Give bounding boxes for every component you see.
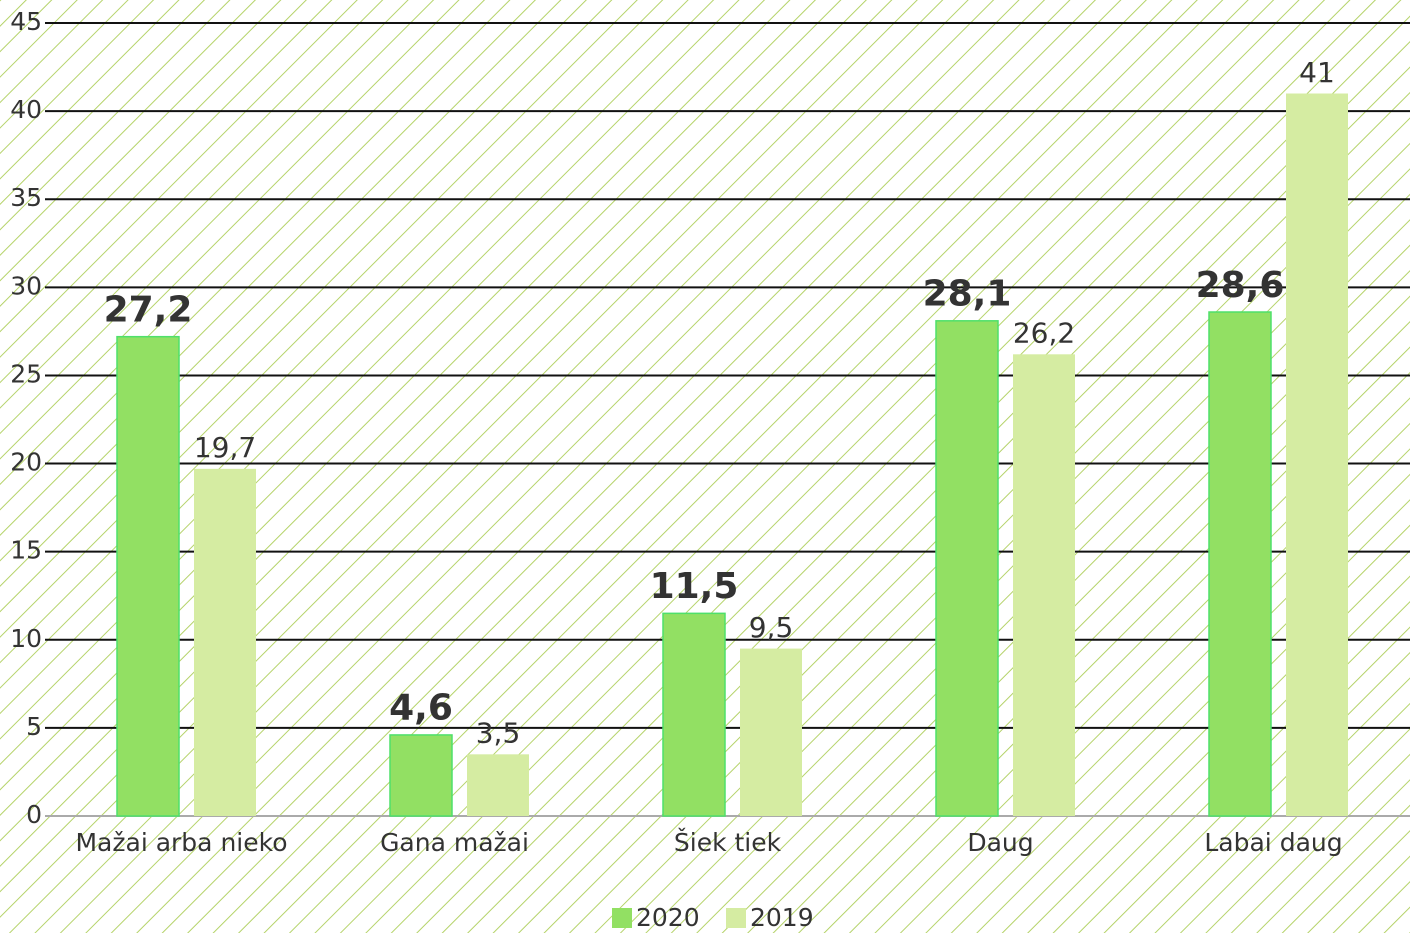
legend-label: 2020 bbox=[636, 903, 700, 932]
data-label: 4,6 bbox=[389, 688, 453, 729]
legend-swatch bbox=[612, 908, 632, 928]
x-tick-label: Labai daug bbox=[1204, 828, 1342, 857]
y-tick-label: 5 bbox=[26, 712, 42, 741]
bar bbox=[1286, 93, 1348, 816]
x-tick-label: Daug bbox=[967, 828, 1033, 857]
bar bbox=[194, 468, 256, 816]
y-tick-label: 40 bbox=[10, 95, 42, 124]
bar bbox=[389, 734, 453, 817]
data-label: 11,5 bbox=[650, 566, 739, 607]
bar bbox=[1208, 311, 1272, 817]
data-label: 41 bbox=[1299, 56, 1335, 89]
data-label: 26,2 bbox=[1013, 317, 1075, 350]
legend-swatch bbox=[726, 908, 746, 928]
data-label: 3,5 bbox=[476, 717, 521, 750]
x-tick-label: Mažai arba nieko bbox=[75, 828, 287, 857]
y-tick-label: 15 bbox=[10, 536, 42, 565]
bar bbox=[740, 648, 802, 816]
bar bbox=[467, 754, 529, 816]
y-tick-label: 0 bbox=[26, 800, 42, 829]
x-tick-label: Šiek tiek bbox=[674, 827, 782, 857]
y-tick-label: 25 bbox=[10, 359, 42, 388]
x-tick-label: Gana mažai bbox=[380, 828, 529, 857]
data-label: 27,2 bbox=[104, 289, 193, 330]
y-tick-label: 45 bbox=[10, 7, 42, 36]
data-label: 19,7 bbox=[194, 431, 256, 464]
y-tick-label: 35 bbox=[10, 183, 42, 212]
y-tick-label: 10 bbox=[10, 624, 42, 653]
legend-label: 2019 bbox=[750, 903, 814, 932]
data-label: 28,1 bbox=[923, 274, 1012, 315]
y-tick-label: 20 bbox=[10, 448, 42, 477]
bar bbox=[662, 612, 726, 817]
bar bbox=[116, 335, 180, 817]
y-tick-label: 30 bbox=[10, 271, 42, 300]
bar bbox=[1013, 354, 1075, 816]
bar bbox=[935, 320, 999, 817]
data-label: 28,6 bbox=[1196, 265, 1285, 306]
data-label: 9,5 bbox=[749, 611, 794, 644]
